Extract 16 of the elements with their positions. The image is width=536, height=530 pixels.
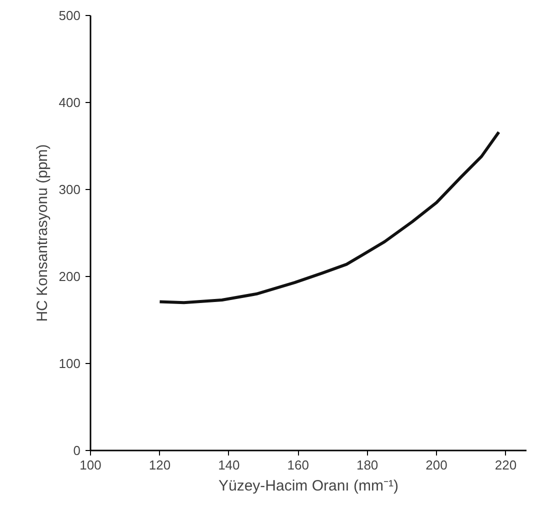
x-tick-label: 160 [287, 458, 309, 472]
y-tick-label: 100 [58, 356, 81, 371]
y-tick-label: 400 [58, 95, 81, 110]
x-tick-label: 100 [80, 458, 102, 472]
x-tick-label: 140 [218, 458, 240, 472]
x-tick-label: 200 [426, 458, 448, 472]
y-axis-title: HC Konsantrasyonu (ppm) [34, 144, 51, 322]
line-series [158, 130, 500, 304]
y-tick-label: 200 [58, 269, 81, 284]
y-tick-label: 500 [58, 8, 81, 23]
x-tick-label: 180 [356, 458, 378, 472]
x-axis-title: Yüzey-Hacim Oranı (mm⁻¹) [218, 478, 399, 494]
y-tick-label: 0 [73, 443, 81, 458]
x-tick-label: 220 [494, 458, 517, 472]
x-tick-label: 120 [148, 458, 171, 472]
y-tick-label: 300 [58, 182, 81, 197]
